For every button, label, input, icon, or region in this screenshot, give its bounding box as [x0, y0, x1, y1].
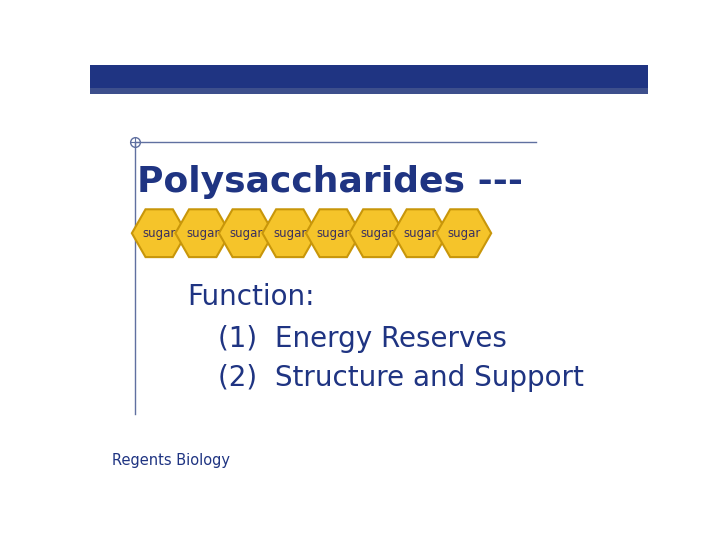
Text: sugar: sugar [186, 227, 220, 240]
Text: sugar: sugar [317, 227, 350, 240]
Text: sugar: sugar [230, 227, 263, 240]
Polygon shape [436, 210, 491, 257]
Text: Regents Biology: Regents Biology [112, 453, 230, 468]
Text: sugar: sugar [273, 227, 307, 240]
Polygon shape [393, 210, 448, 257]
Polygon shape [219, 210, 274, 257]
Text: sugar: sugar [360, 227, 394, 240]
Polygon shape [306, 210, 361, 257]
FancyBboxPatch shape [90, 88, 648, 94]
Text: sugar: sugar [447, 227, 480, 240]
FancyBboxPatch shape [90, 65, 648, 88]
Polygon shape [176, 210, 230, 257]
Polygon shape [262, 210, 317, 257]
Polygon shape [132, 210, 186, 257]
Text: sugar: sugar [404, 227, 437, 240]
Polygon shape [349, 210, 404, 257]
Text: sugar: sugar [143, 227, 176, 240]
Text: Function:: Function: [188, 283, 315, 311]
Text: (1)  Energy Reserves: (1) Energy Reserves [218, 325, 507, 353]
Text: (2)  Structure and Support: (2) Structure and Support [218, 364, 584, 392]
Text: Polysaccharides ---: Polysaccharides --- [138, 165, 523, 199]
